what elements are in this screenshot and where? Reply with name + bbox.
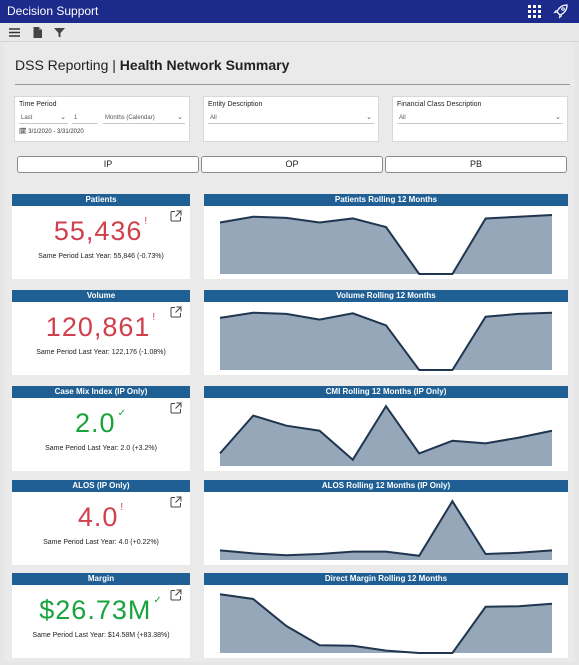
kpi-value: 120,861! [12,312,190,343]
time-period-count-input[interactable]: 1 [72,113,98,124]
kpi-value: 4.0! [12,502,190,533]
kpi-card-margin: Margin $26.73M ✓ Same Period Last Year: $… [12,573,190,658]
app-launcher-icon[interactable] [528,5,541,18]
time-period-unit-select[interactable]: Months (Calendar) ⌄ [103,113,185,124]
patients-trend-chart [219,214,553,275]
area-fill [220,501,552,560]
kpi-title: Case Mix Index (IP Only) [12,386,190,398]
volume-trend-chart [219,311,553,371]
kpi-status-mark: ! [152,312,157,323]
kpi-value: 55,436! [12,216,190,247]
time-period-filter: Time Period Last ⌄ 1 Months (Calendar) ⌄… [14,96,190,142]
trend-card-direct-margin: Direct Margin Rolling 12 Months [204,573,568,658]
kpi-comparison: Same Period Last Year: 55,846 (-0.73%) [38,253,164,260]
area-fill [220,594,552,653]
tab-ip[interactable]: IP [17,156,199,173]
page-title-main: Health Network Summary [119,57,290,73]
expand-icon[interactable] [170,210,182,222]
kpi-card-alos: ALOS (IP Only) 4.0! Same Period Last Yea… [12,480,190,565]
time-period-unit-value: Months (Calendar) [105,115,155,121]
tab-pb[interactable]: PB [385,156,567,173]
entity-select[interactable]: All ⌄ [208,113,374,124]
kpi-value-text: 55,436 [53,216,143,246]
app-title-bar: Decision Support [0,0,579,23]
chart-title: Volume Rolling 12 Months [204,290,568,302]
kpi-value-text: 2.0 [75,408,116,438]
expand-icon[interactable] [170,402,182,414]
kpi-card-patients: Patients 55,436! Same Period Last Year: … [12,194,190,279]
financial-class-select[interactable]: All ⌄ [397,113,563,124]
kpi-card-case-mix-index: Case Mix Index (IP Only) 2.0 ✓ Same Perio… [12,386,190,471]
area-fill [220,406,552,466]
page-title-prefix: DSS Reporting | [15,57,116,73]
kpi-value-text: $26.73M [39,595,152,625]
kpi-value-text: 120,861 [45,312,151,342]
chevron-down-icon: ⌄ [60,114,66,121]
chart-title: Direct Margin Rolling 12 Months [204,573,568,585]
kpi-title: Patients [12,194,190,206]
expand-icon[interactable] [170,496,182,508]
tab-op[interactable]: OP [201,156,383,173]
kpi-value: $26.73M ✓ [12,595,190,626]
kpi-title: ALOS (IP Only) [12,480,190,492]
chevron-down-icon: ⌄ [177,114,183,121]
direct-margin-trend-chart [219,593,553,654]
time-period-mode-select[interactable]: Last ⌄ [19,113,68,124]
financial-class-value: All [399,115,406,121]
rocket-icon[interactable] [553,3,569,19]
time-period-mode-value: Last [21,115,33,121]
chart-title: CMI Rolling 12 Months (IP Only) [204,386,568,398]
alos-trend-chart [219,499,553,560]
series-line [219,499,553,557]
kpi-status-mark: ✓ [117,408,127,419]
page-icon[interactable] [31,26,44,39]
chevron-down-icon: ⌄ [366,114,372,121]
trend-card-volume: Volume Rolling 12 Months [204,290,568,375]
time-period-count-value: 1 [74,115,78,121]
kpi-comparison: Same Period Last Year: 4.0 (+0.22%) [43,539,159,546]
kpi-comparison: Same Period Last Year: 2.0 (+3.2%) [45,445,157,452]
date-range: 🗓 3/1/2020 - 3/31/2020 [19,128,84,135]
financial-class-label: Financial Class Description [397,101,482,108]
kpi-status-mark: ! [120,502,125,513]
expand-icon[interactable] [170,589,182,601]
cmi-trend-chart [219,404,553,466]
entity-filter-label: Entity Description [208,101,263,108]
kpi-comparison: Same Period Last Year: 122,176 (-1.08%) [36,349,166,356]
filter-icon[interactable] [53,26,66,39]
entity-filter: Entity Description All ⌄ [203,96,379,142]
app-title: Decision Support [7,4,99,18]
toolbar [0,23,579,42]
page-title: DSS Reporting | Health Network Summary [15,57,289,73]
kpi-card-volume: Volume 120,861! Same Period Last Year: 1… [12,290,190,375]
chart-title: ALOS Rolling 12 Months (IP Only) [204,480,568,492]
calendar-icon: 🗓 [19,129,27,135]
date-range-text: 3/1/2020 - 3/31/2020 [28,129,84,135]
kpi-status-mark: ! [144,216,149,227]
time-period-label: Time Period [19,101,57,108]
trend-card-alos: ALOS Rolling 12 Months (IP Only) [204,480,568,565]
area-fill [220,215,552,274]
hamburger-menu-icon[interactable] [8,26,21,39]
heading-divider [15,84,570,85]
chevron-down-icon: ⌄ [555,114,561,121]
kpi-title: Volume [12,290,190,302]
expand-icon[interactable] [170,306,182,318]
trend-card-patients: Patients Rolling 12 Months [204,194,568,279]
kpi-status-mark: ✓ [153,595,163,606]
trend-card-cmi: CMI Rolling 12 Months (IP Only) [204,386,568,471]
kpi-title: Margin [12,573,190,585]
entity-select-value: All [210,115,217,121]
area-fill [220,312,552,370]
kpi-value: 2.0 ✓ [12,408,190,439]
kpi-value-text: 4.0 [77,502,119,532]
financial-class-filter: Financial Class Description All ⌄ [392,96,568,142]
chart-title: Patients Rolling 12 Months [204,194,568,206]
kpi-comparison: Same Period Last Year: $14.58M (+83.38%) [32,632,170,639]
